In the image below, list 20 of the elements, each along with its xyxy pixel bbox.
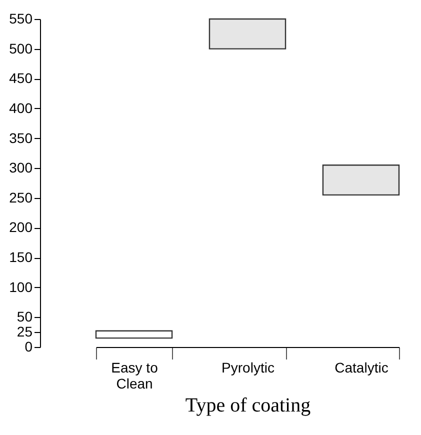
y-tick-label: 25 bbox=[16, 324, 33, 340]
y-tick-label: 50 bbox=[16, 308, 33, 325]
x-tick-label: Easy to Clean bbox=[111, 360, 158, 392]
y-tick-label: 200 bbox=[9, 219, 33, 236]
bar bbox=[208, 18, 286, 50]
y-tick-label: 450 bbox=[9, 70, 33, 86]
y-tick-label: 0 bbox=[24, 338, 33, 354]
y-tick-label: 150 bbox=[9, 249, 33, 266]
y-tick-label: 100 bbox=[9, 278, 33, 295]
y-tick-label: 300 bbox=[9, 160, 33, 176]
x-tick-label: Pyrolytic bbox=[222, 360, 274, 376]
x-axis-title: Type of coating bbox=[185, 394, 311, 416]
y-tick-label: 500 bbox=[9, 40, 33, 56]
y-tick-label: 400 bbox=[9, 100, 33, 116]
bar bbox=[322, 164, 400, 196]
y-tick-label: 350 bbox=[9, 130, 33, 146]
x-tick-label: Catalytic bbox=[334, 360, 388, 376]
bar bbox=[95, 330, 173, 339]
y-tick-label: 250 bbox=[9, 189, 33, 206]
y-tick-label: 550 bbox=[9, 10, 33, 26]
